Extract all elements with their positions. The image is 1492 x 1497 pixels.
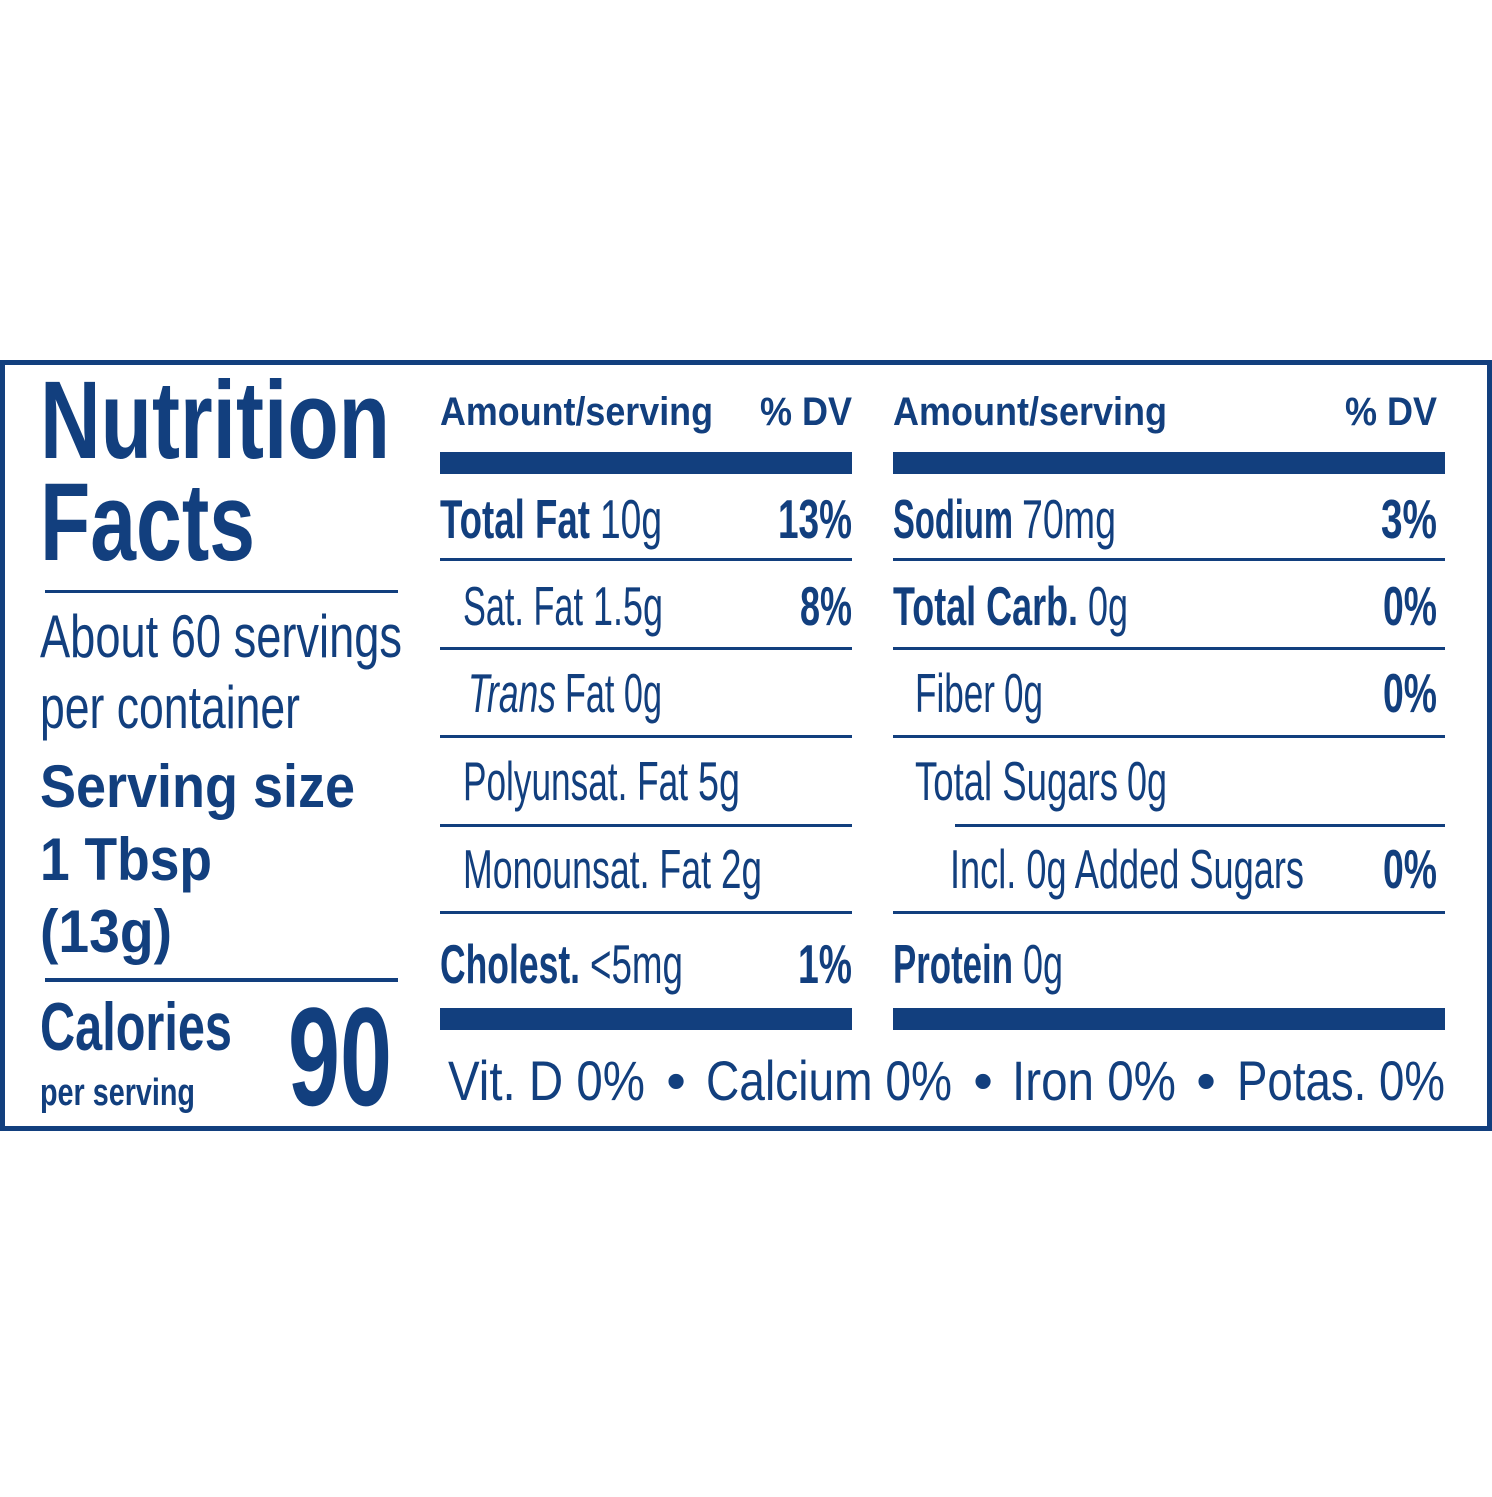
rule xyxy=(893,735,1445,738)
nutrient-dv: 0% xyxy=(1383,662,1437,724)
bar xyxy=(440,452,852,474)
nutrient-name: Sat. Fat xyxy=(463,575,583,637)
bar xyxy=(440,1008,852,1030)
column-header: % DV xyxy=(760,390,852,434)
rule xyxy=(893,558,1445,561)
rule xyxy=(893,647,1445,650)
title: Nutrition xyxy=(40,359,390,482)
rule xyxy=(45,590,398,593)
nutrient-name: Total Fat xyxy=(440,488,590,550)
calories-sub: per serving xyxy=(40,1072,195,1114)
column-header: Amount/serving xyxy=(440,390,713,434)
nutrient-amount: 0g xyxy=(1004,662,1043,724)
nutrient-amount: <5mg xyxy=(590,933,683,995)
bar xyxy=(893,452,1445,474)
nutrient-amount: 0g xyxy=(1088,575,1128,637)
rule xyxy=(955,824,1445,827)
nutrient-name: Total Sugars xyxy=(915,750,1118,812)
nutrient-amount: 1.5g xyxy=(593,575,663,637)
rule xyxy=(440,647,852,650)
footer-item: Potas. 0% xyxy=(1237,1049,1445,1112)
nutrient-dv: 1% xyxy=(798,933,852,995)
servings: About 60 servings xyxy=(40,603,402,670)
servings: per container xyxy=(40,674,300,741)
column-header: Amount/serving xyxy=(893,390,1167,434)
border xyxy=(0,360,1492,1131)
footer-item: Calcium 0% xyxy=(706,1049,952,1112)
rule xyxy=(440,824,852,827)
title: Facts xyxy=(40,461,255,584)
rule xyxy=(440,911,852,914)
serving-size: 1 Tbsp xyxy=(40,826,212,893)
footer-item: Vit. D 0% xyxy=(448,1049,645,1112)
nutrient-name: Monounsat. Fat xyxy=(463,838,711,900)
footer-separator: • xyxy=(666,1049,686,1112)
footer-separator: • xyxy=(973,1049,993,1112)
calories-label: Calories xyxy=(40,989,232,1065)
nutrient-amount: 2g xyxy=(721,838,762,900)
nutrient-dv: 13% xyxy=(778,488,852,550)
nutrient-amount: 5g xyxy=(698,750,740,812)
bar xyxy=(893,1008,1445,1030)
calories-value: 90 xyxy=(288,978,392,1135)
nutrient-name: Cholest. xyxy=(440,933,580,995)
nutrient-name: Sodium xyxy=(893,488,1013,550)
column-header: % DV xyxy=(1345,390,1437,434)
rule xyxy=(893,911,1445,914)
serving-size: (13g) xyxy=(40,898,172,965)
nutrient-amount: 70mg xyxy=(1022,488,1116,550)
nutrient-dv: 8% xyxy=(800,575,852,637)
nutrient-dv: 0% xyxy=(1383,838,1437,900)
nutrient-name: Incl. 0g Added Sugars xyxy=(950,838,1304,900)
nutrient-amount: Fat 0g xyxy=(565,662,662,724)
rule xyxy=(45,978,398,982)
nutrient-dv: 0% xyxy=(1383,575,1437,637)
footer-separator: • xyxy=(1196,1049,1216,1112)
nutrient-name: Trans xyxy=(468,662,556,724)
nutrient-amount: 0g xyxy=(1023,933,1063,995)
nutrient-name: Fiber xyxy=(915,662,995,724)
nutrient-amount: 10g xyxy=(600,488,662,550)
rule xyxy=(440,558,852,561)
nutrient-dv: 3% xyxy=(1381,488,1437,550)
serving-size-label: Serving size xyxy=(40,753,355,820)
rule xyxy=(440,735,852,738)
nutrient-name: Total Carb. xyxy=(893,575,1078,637)
nutrient-amount: 0g xyxy=(1127,750,1167,812)
nutrient-name: Polyunsat. Fat xyxy=(463,750,688,812)
footer-item: Iron 0% xyxy=(1012,1049,1176,1112)
nutrient-name: Protein xyxy=(893,933,1013,995)
